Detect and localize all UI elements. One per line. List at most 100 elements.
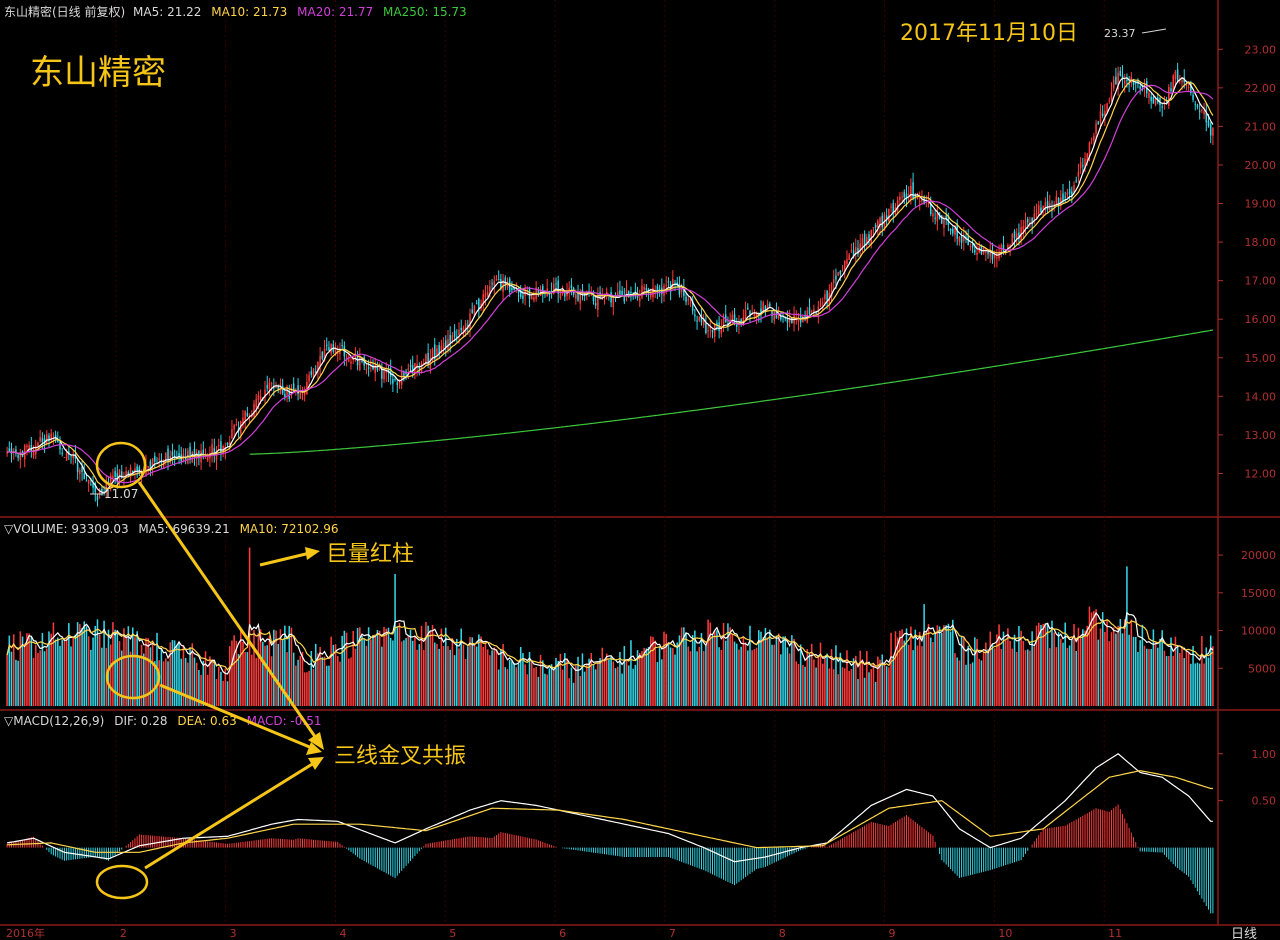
candle-body bbox=[105, 481, 108, 493]
candle-body bbox=[226, 442, 229, 446]
volume-bar bbox=[773, 644, 775, 706]
candle-body bbox=[676, 282, 679, 285]
candle-body bbox=[530, 295, 533, 300]
volume-bar bbox=[438, 648, 440, 706]
candle-body bbox=[870, 230, 872, 244]
candle-body bbox=[433, 344, 436, 360]
candle-body bbox=[819, 303, 822, 307]
volume-bar bbox=[592, 664, 595, 706]
candle-body bbox=[127, 471, 130, 476]
volume-bar bbox=[586, 663, 588, 706]
volume-bar bbox=[605, 653, 608, 706]
volume-bar bbox=[398, 622, 401, 706]
candle-body bbox=[431, 349, 434, 361]
candle-body bbox=[760, 308, 762, 314]
candle-body bbox=[1024, 220, 1027, 229]
volume-bar bbox=[92, 637, 94, 706]
candle-body bbox=[233, 425, 235, 430]
candle-body bbox=[1132, 81, 1135, 85]
volume-bar bbox=[888, 667, 890, 706]
candle-body bbox=[691, 300, 694, 312]
x-month-label: 10 bbox=[998, 927, 1012, 940]
candle-body bbox=[407, 368, 410, 371]
volume-bar bbox=[738, 649, 740, 706]
volume-bar bbox=[319, 647, 321, 706]
candle-body bbox=[1194, 103, 1197, 105]
candle-body bbox=[685, 296, 687, 302]
volume-bar bbox=[345, 632, 348, 706]
candle-body bbox=[1139, 86, 1141, 89]
candle-body bbox=[650, 292, 652, 298]
volume-bar bbox=[665, 633, 667, 706]
candle-body bbox=[467, 325, 469, 327]
volume-bar bbox=[50, 633, 52, 706]
candle-body bbox=[1037, 205, 1040, 216]
candle-body bbox=[594, 303, 597, 306]
candle-body bbox=[733, 314, 736, 324]
volume-bar bbox=[1053, 632, 1055, 706]
volume-bar bbox=[784, 636, 787, 706]
volume-y-axis: 20000 15000 10000 5000 bbox=[1218, 549, 1276, 675]
volume-bar bbox=[264, 645, 266, 706]
volume-bar bbox=[440, 628, 443, 706]
candle-body bbox=[129, 467, 132, 478]
candle-body bbox=[1126, 79, 1128, 81]
volume-bar bbox=[910, 626, 912, 706]
volume-bar bbox=[689, 651, 692, 706]
volume-bar bbox=[1035, 625, 1038, 706]
volume-bar bbox=[392, 640, 394, 706]
volume-bar bbox=[1062, 642, 1064, 706]
volume-bar bbox=[541, 660, 544, 706]
candle-body bbox=[559, 292, 562, 298]
volume-bar bbox=[1143, 645, 1146, 706]
volume-bar bbox=[363, 638, 365, 706]
volume-bar bbox=[594, 669, 597, 706]
candle-body bbox=[125, 470, 127, 476]
candle-body bbox=[638, 298, 641, 302]
volume-bar bbox=[735, 643, 738, 706]
candle-body bbox=[489, 286, 491, 293]
volume-bar bbox=[804, 666, 806, 706]
candle-body bbox=[284, 393, 286, 397]
volume-bar bbox=[691, 635, 694, 706]
volume-bar bbox=[621, 673, 623, 706]
volume-bar bbox=[511, 661, 513, 706]
volume-bar bbox=[178, 642, 180, 706]
volume-bar bbox=[63, 639, 66, 706]
candle-body bbox=[974, 249, 976, 253]
volume-bar bbox=[125, 636, 127, 706]
volume-bar bbox=[669, 647, 672, 706]
candle-body bbox=[425, 354, 427, 365]
volume-bar bbox=[998, 624, 1000, 706]
candle-body bbox=[766, 303, 769, 309]
volume-bar bbox=[929, 637, 932, 706]
volume-bar bbox=[400, 641, 403, 706]
volume-bar bbox=[493, 647, 496, 706]
candle-body bbox=[852, 250, 855, 257]
volume-bar bbox=[1026, 649, 1029, 706]
volume-bar bbox=[341, 635, 343, 706]
volume-bar bbox=[356, 628, 359, 706]
volume-bar bbox=[619, 651, 621, 706]
volume-bar bbox=[610, 656, 612, 706]
volume-bar bbox=[982, 652, 985, 706]
candle-body bbox=[674, 282, 676, 284]
volume-bar bbox=[297, 659, 299, 706]
volume-bar bbox=[1112, 627, 1115, 706]
volume-bar bbox=[892, 656, 895, 706]
volume-bar bbox=[698, 646, 701, 706]
candle-body bbox=[85, 480, 88, 482]
volume-bar bbox=[226, 681, 229, 706]
candle-body bbox=[597, 294, 599, 310]
volume-bar bbox=[504, 667, 507, 706]
price-y-tick-label: 15.00 bbox=[1245, 352, 1277, 365]
volume-bar bbox=[1108, 641, 1111, 706]
volume-bar bbox=[1064, 622, 1066, 706]
volume-bar bbox=[281, 640, 284, 706]
macd-header-label: ▽MACD(12,26,9) bbox=[4, 714, 104, 728]
candle-body bbox=[980, 244, 983, 254]
candle-body bbox=[70, 455, 72, 457]
candle-body bbox=[308, 375, 310, 382]
candle-body bbox=[497, 278, 500, 280]
